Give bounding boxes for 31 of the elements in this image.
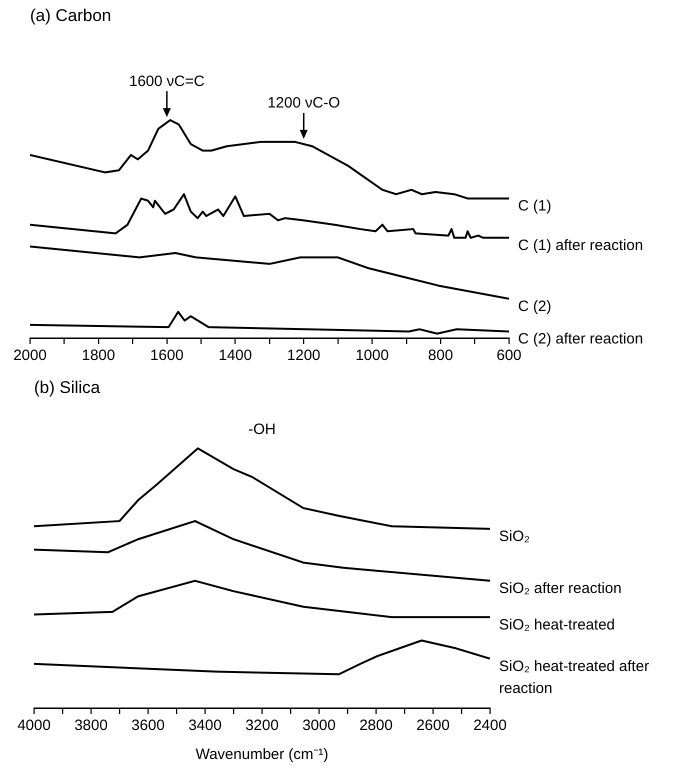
x-tick-label: 1200 xyxy=(287,347,320,364)
x-tick-label: 2000 xyxy=(13,347,47,364)
annotation: 1200 νC-O xyxy=(267,94,340,112)
series-label: SiO₂ after reaction xyxy=(499,580,622,597)
x-tick-label: 2800 xyxy=(359,717,393,734)
x-tick-label: 3200 xyxy=(245,717,279,734)
x-tick-label: 1000 xyxy=(355,347,389,364)
x-tick-label: 3800 xyxy=(74,717,108,734)
x-axis-title: Wavenumber (cm⁻¹) xyxy=(196,746,328,764)
series-label: C (1) after reaction xyxy=(518,236,644,254)
series-label: SiO₂ xyxy=(499,528,530,545)
x-tick-label: 1400 xyxy=(218,347,252,364)
chart-title: (a) Carbon xyxy=(30,6,112,25)
x-tick-label: 4000 xyxy=(17,717,51,734)
x-tick-label: 1800 xyxy=(82,347,116,364)
x-tick-label: 600 xyxy=(496,347,522,364)
x-tick-label: 1600 xyxy=(150,347,184,364)
x-tick-label: 3000 xyxy=(302,717,336,734)
series-label: C (2) xyxy=(518,298,552,315)
text: -OH xyxy=(248,421,276,438)
annotation: 1600 νC=C xyxy=(129,72,205,90)
x-tick-label: 2400 xyxy=(473,717,507,734)
chart-title: (b) Silica xyxy=(34,378,101,397)
x-tick-label: 3400 xyxy=(188,717,222,734)
series-label: C (1) xyxy=(518,198,552,215)
x-tick-label: 3600 xyxy=(131,717,165,734)
x-tick-label: 800 xyxy=(428,347,454,364)
series-label: SiO₂ heat-treated after reaction xyxy=(499,658,650,697)
series-label: SiO₂ heat-treated xyxy=(499,616,615,634)
series-label: C (2) after reaction xyxy=(518,330,644,348)
x-tick-label: 2600 xyxy=(416,717,450,734)
